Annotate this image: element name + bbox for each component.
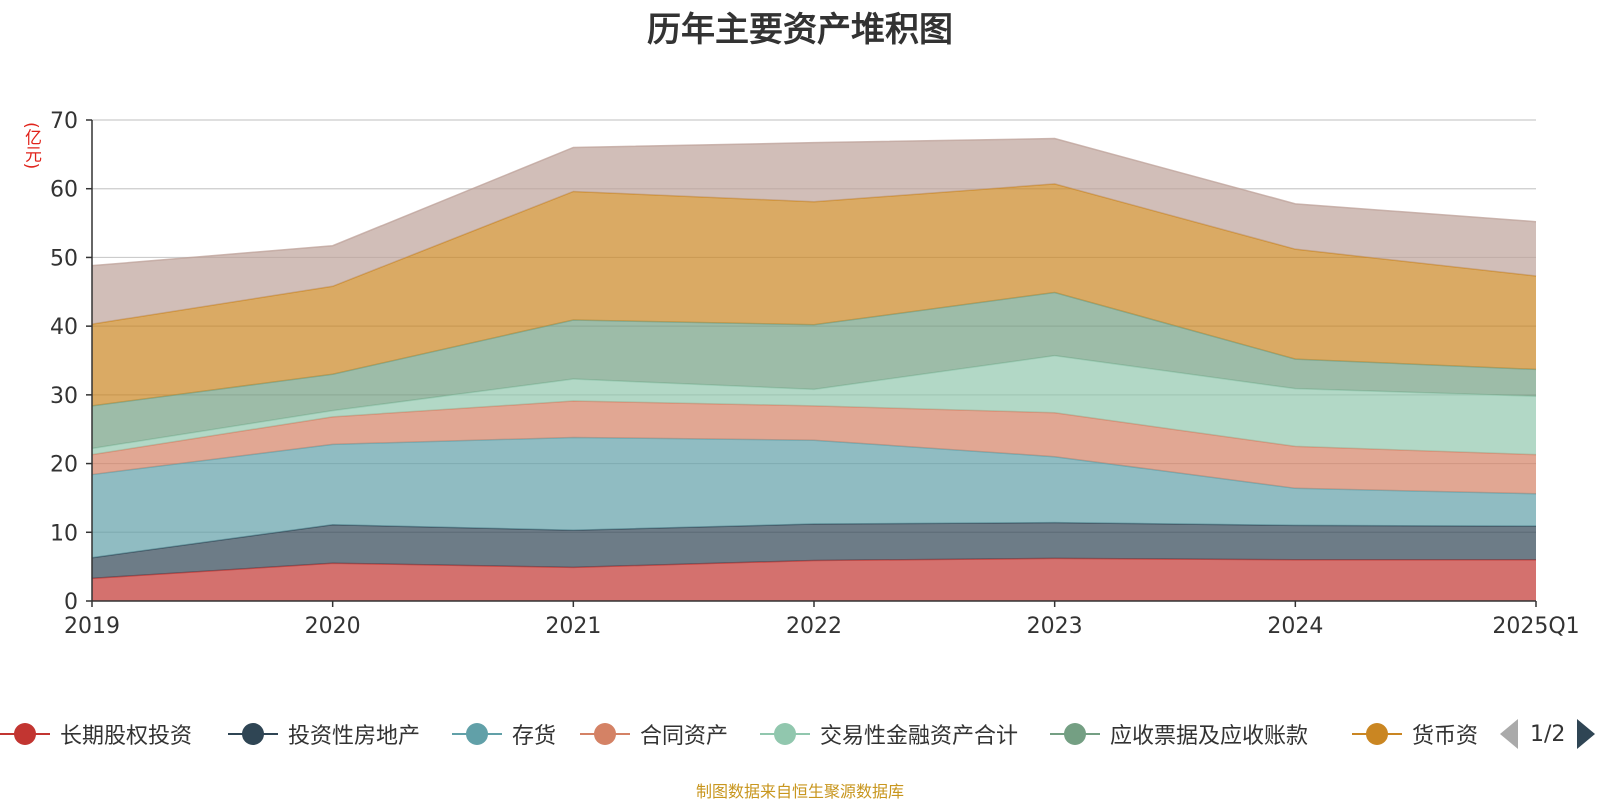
stacked-area-chart: 0 10 20 30 40 50 60 70 2019 2020 2021 2022 2023 2024 2… [50,109,1580,639]
x-tick-label: 2020 [305,614,361,639]
legend-label: 合同资产 [640,724,729,749]
y-tick-label: 0 [64,590,78,615]
legend-swatch-icon [1050,712,1100,756]
legend-next-page-icon[interactable] [1577,719,1596,749]
area-series-3[interactable] [92,437,1536,558]
x-tick-label: 2022 [786,614,842,639]
x-tick-label: 2025Q1 [1492,614,1579,639]
legend-label: 存货 [512,724,557,749]
legend-prev-page-icon[interactable] [1500,719,1518,749]
y-tick-label: 60 [50,178,78,203]
area-series-8[interactable] [92,138,1536,325]
legend-label: 交易性金融资产合计 [820,724,1019,749]
series-line-6 [91,291,1537,407]
x-tick-label: 2024 [1267,614,1323,639]
legend-label: 货币资 [1412,724,1479,749]
area-series-2[interactable] [92,522,1536,579]
legend-item-3[interactable]: 存货 [452,712,556,756]
legend-swatch-icon [580,712,630,756]
chart-title: 历年主要资产堆积图 [647,10,953,50]
y-tick-label: 40 [50,315,78,340]
area-series-1[interactable] [92,558,1536,601]
x-tick-label: 2021 [545,614,601,639]
area-series-layer [91,137,1537,601]
x-tick-label: 2019 [64,614,120,639]
axes: 0 10 20 30 40 50 60 70 2019 2020 2021 2022 2023 2024 2… [50,109,1580,639]
legend-swatch-icon [1352,712,1402,756]
x-tick-label: 2023 [1027,614,1083,639]
legend-label: 应收票据及应收账款 [1110,724,1309,749]
legend: 长期股权投资 投资性房地产 存货 合同资产 交易性金融资产合计 应收票据及应收账款 货币资 [0,712,1600,756]
legend-swatch-icon [760,712,810,756]
legend-swatch-icon [452,712,502,756]
series-line-8 [91,137,1537,267]
y-tick-label: 20 [50,453,78,478]
legend-swatch-icon [228,712,278,756]
legend-item-5[interactable]: 交易性金融资产合计 [760,712,1018,756]
legend-item-4[interactable]: 合同资产 [580,712,728,756]
y-tick-label: 70 [50,109,78,134]
area-series-5[interactable] [92,355,1536,455]
y-axis-unit-label: (亿元) [21,122,41,170]
legend-item-6[interactable]: 应收票据及应收账款 [1050,712,1308,756]
area-series-4[interactable] [92,401,1536,494]
legend-pager: 1/2 [1500,712,1596,756]
legend-item-7[interactable]: 货币资 [1352,712,1478,756]
area-series-6[interactable] [92,292,1536,449]
y-tick-label: 50 [50,246,78,271]
legend-swatch-icon [0,712,50,756]
y-tick-label: 30 [50,384,78,409]
legend-item-2[interactable]: 投资性房地产 [228,712,420,756]
legend-label: 投资性房地产 [288,724,421,749]
source-note: 制图数据来自恒生聚源数据库 [695,782,904,801]
y-tick-label: 10 [50,521,78,546]
legend-label: 长期股权投资 [60,724,193,749]
legend-item-1[interactable]: 长期股权投资 [0,712,192,756]
legend-page-indicator: 1/2 [1530,721,1566,747]
